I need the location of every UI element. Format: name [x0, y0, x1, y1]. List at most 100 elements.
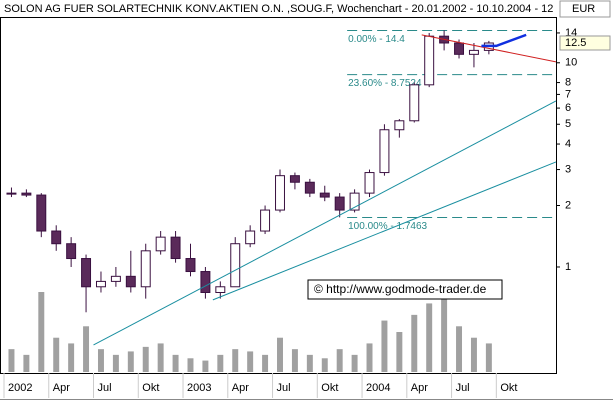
volume-bar [38, 292, 45, 372]
last-price-label: 12.5 [565, 37, 586, 49]
trend-line [93, 100, 557, 346]
volume-bar [127, 351, 134, 372]
volume-bar [441, 297, 448, 372]
volume-bar [187, 358, 194, 372]
volume-bar [8, 349, 15, 372]
trend-line [421, 34, 557, 63]
volume-bar [366, 343, 373, 372]
candle-body [215, 286, 226, 293]
candle-body [66, 243, 77, 260]
candle-body [334, 196, 345, 211]
volume-bar [83, 326, 90, 372]
volume-bar [321, 358, 328, 372]
y-tick-label: 1 [565, 261, 571, 273]
volume-bar [291, 349, 298, 372]
x-tick-label: 2004 [366, 382, 390, 394]
candle-body [275, 175, 285, 211]
candle-body [170, 236, 181, 260]
fib-label: 0.00% - 14.4 [348, 34, 405, 45]
x-tick-label: Apr [232, 382, 249, 394]
candle-body [319, 192, 330, 198]
currency: EUR [572, 3, 595, 15]
x-tick-label: Okt [500, 382, 517, 394]
volume-bar [485, 343, 492, 372]
candle-body [6, 192, 17, 195]
y-tick-label: 10 [565, 57, 577, 69]
candle-body [230, 243, 241, 288]
candle-body [364, 172, 375, 194]
y-tick-label: 3 [565, 163, 571, 175]
volume-bar [23, 354, 30, 372]
candle-body [424, 35, 435, 86]
x-tick-label: Jul [456, 382, 470, 394]
candle-body [155, 236, 166, 252]
volume-bar [142, 346, 149, 372]
x-tick-label: 2003 [187, 382, 211, 394]
volume-bar [202, 360, 209, 372]
x-tick-label: Apr [53, 382, 70, 394]
volume-bar [97, 349, 104, 372]
candle-body [394, 120, 405, 131]
volume-bar [456, 326, 463, 372]
candle-body [185, 258, 196, 273]
trend-line [481, 33, 527, 48]
candle-body [200, 271, 211, 293]
candle-body [36, 194, 47, 232]
x-tick-label: Okt [142, 382, 159, 394]
trend-line [212, 161, 557, 301]
volume-bar [247, 351, 254, 372]
fib-label: 23.60% - 8.7524 [348, 78, 422, 89]
volume-bar [68, 343, 75, 372]
volume-bar [232, 349, 239, 372]
volume-bar [336, 349, 343, 372]
x-tick-label: Apr [411, 382, 428, 394]
x-tick-label: Jul [98, 382, 112, 394]
candle-body [110, 275, 121, 282]
volume-bar [157, 343, 164, 372]
volume-bar [112, 354, 119, 372]
candle-body [468, 49, 479, 55]
x-tick-label: 2002 [8, 382, 32, 394]
candle-body [245, 230, 256, 245]
volume-bar [306, 354, 313, 372]
volume-bar [172, 354, 179, 372]
last-price-box [559, 35, 611, 51]
chart-title: SOLON AG FUER SOLARTECHNIK KONV.AKTIEN O… [4, 3, 553, 15]
candle-body [51, 230, 62, 245]
candle-body [81, 258, 92, 288]
candle-body [95, 280, 106, 288]
candle-body [289, 175, 300, 183]
y-tick-label: 7 [565, 88, 571, 100]
candle-body [409, 84, 420, 122]
volume-bar [277, 337, 283, 372]
volume-bar [381, 320, 388, 372]
y-tick-label: 2 [565, 199, 571, 211]
y-tick-label: 8 [565, 76, 571, 88]
candle-body [379, 129, 390, 174]
y-tick-label: 5 [565, 118, 571, 130]
candle-body [349, 192, 360, 211]
plot-border [0, 17, 557, 374]
x-tick-label: Jul [277, 382, 291, 394]
volume-bar [262, 354, 269, 372]
watermark: © http://www.godmode-trader.de [314, 282, 487, 296]
watermark-box [307, 279, 503, 300]
volume-bar [470, 337, 477, 372]
volume-bar [53, 337, 60, 372]
candle-body [260, 209, 271, 232]
volume-bar [217, 354, 224, 372]
currency-box [559, 0, 611, 18]
volume-bar [396, 332, 403, 372]
candle-body [21, 192, 32, 196]
x-tick-label: Okt [321, 382, 338, 394]
candle-body [454, 42, 465, 55]
candle-body [304, 181, 315, 194]
candle-body [140, 250, 151, 288]
fib-label: 100.00% - 1.7463 [348, 221, 427, 232]
volume-bar [411, 314, 418, 372]
volume-bar [426, 303, 433, 372]
candle-body [125, 275, 136, 288]
y-tick-label: 4 [565, 138, 571, 150]
